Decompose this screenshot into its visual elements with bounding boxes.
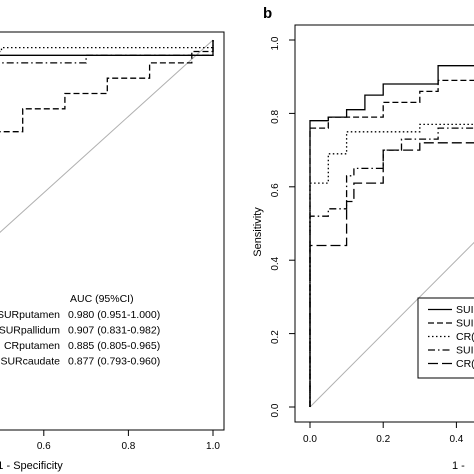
panel-b-xtick-label: 0.2 — [376, 434, 390, 445]
panel-b-legend-label: CR( — [456, 358, 474, 370]
panel-b-ytick-label: 0.0 — [270, 403, 281, 417]
panel-b-roc-curve-2 — [309, 79, 474, 407]
panel-b-xlabel: 1 - — [452, 460, 465, 472]
panel-a-legend-auc: 0.907 (0.831-0.982) — [68, 325, 160, 337]
panel-b-xtick-label: 0.4 — [449, 434, 463, 445]
panel-b-roc-curve-5 — [309, 142, 474, 407]
panel-b-legend-box — [417, 297, 474, 379]
panel-a-legend-name: SURpallidum — [0, 325, 60, 337]
panel-a-diagonal — [0, 39, 214, 234]
panel-a-xtick-label: 1.0 — [206, 441, 220, 452]
panel-a-legend-auc: 0.980 (0.951-1.000) — [68, 309, 160, 321]
panel-b-frame — [294, 24, 474, 423]
panel-b-ytick-label: 0.6 — [270, 183, 281, 197]
panel-a-legend-name: SURcaudate — [0, 356, 60, 368]
panel-a-legend-name: CRputamen — [4, 340, 60, 352]
panel-a-legend-name: SURputamen — [0, 309, 60, 321]
panel-b-xtick-label: 0.0 — [303, 434, 317, 445]
panel-a-legend-header: AUC (95%CI) — [70, 293, 134, 305]
panel-b-legend-label: SUI — [456, 318, 474, 330]
panel-a-legend-auc: 0.885 (0.805-0.965) — [68, 340, 160, 352]
panel-a-xtick-label: 0.6 — [37, 441, 51, 452]
panel-b: b 0.0 0.2 0.4 0.6 0.8 1.0 0.0 0.2 0.4 Sensitivity 1… — [252, 5, 474, 472]
panel-b-legend-label: SUI — [456, 304, 474, 316]
panel-b-label: b — [263, 5, 272, 22]
panel-a-xlabel: 1 - Specificity — [0, 460, 63, 472]
panel-b-ytick-label: 0.8 — [270, 110, 281, 124]
panel-a-frame — [0, 31, 225, 431]
panel-a-xtick-label: 0.8 — [121, 441, 135, 452]
panel-b-legend-label: CR( — [456, 331, 474, 343]
panel-a: 0.6 0.8 1.0 1 - Specificity AUC (95%CI) SURpu… — [0, 31, 225, 472]
panel-b-legend-label: SUI — [456, 345, 474, 357]
panel-a-roc-curve-4 — [0, 40, 214, 133]
panel-b-ytick-label: 0.4 — [270, 256, 281, 270]
panel-b-ytick-label: 0.2 — [270, 330, 281, 344]
panel-b-ytick-label: 1.0 — [270, 36, 281, 50]
panel-b-ylabel: Sensitivity — [252, 207, 264, 257]
panel-b-diagonal — [309, 241, 474, 408]
panel-b-roc-curve-4 — [309, 127, 474, 407]
panel-a-legend-auc: 0.877 (0.793-0.960) — [68, 356, 160, 368]
panel-a-roc-curve-3 — [0, 40, 214, 64]
